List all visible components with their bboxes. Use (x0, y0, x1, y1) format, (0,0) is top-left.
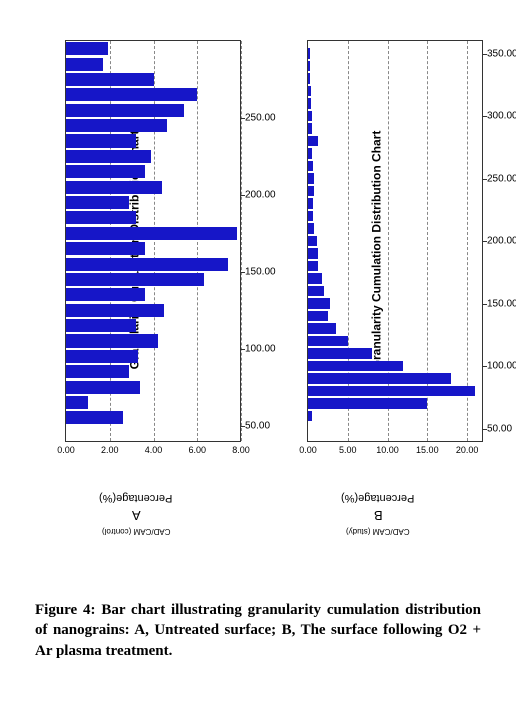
bar (66, 381, 140, 394)
chart-a-plot: 0.002.004.006.008.0050.00100.00150.00200… (65, 40, 241, 442)
bar (66, 73, 154, 86)
bar (308, 311, 328, 322)
bar (66, 227, 237, 240)
bar (308, 261, 318, 272)
charts-row: Granularity Cumulation Distribution Char… (20, 30, 496, 470)
bar (308, 98, 311, 109)
bar (308, 123, 312, 134)
bar (66, 150, 151, 163)
bar (66, 334, 158, 347)
bar (66, 396, 88, 409)
bar (308, 248, 318, 259)
x-tick-label: 20.00 (456, 445, 479, 455)
figure-caption: Figure 4: Bar chart illustrating granula… (35, 600, 481, 661)
bar (66, 350, 138, 363)
bar (308, 48, 310, 59)
bar (308, 373, 451, 384)
chart-b-plot: 0.005.0010.0015.0020.0050.00100.00150.00… (307, 40, 483, 442)
x-tick-label: 4.00 (145, 445, 163, 455)
bar (308, 136, 318, 147)
chart-b: Granularity Cumulation Distribution Char… (262, 30, 494, 470)
bar (308, 361, 403, 372)
x-tick-label: 8.00 (232, 445, 250, 455)
bar (66, 181, 162, 194)
y-tick-label: 150.00 (487, 298, 516, 309)
bar (308, 323, 336, 334)
bar (308, 273, 322, 284)
bar (66, 304, 164, 317)
bar (66, 104, 184, 117)
bar (308, 161, 313, 172)
x-tick-label: 6.00 (188, 445, 206, 455)
bar (308, 286, 324, 297)
y-tick-label: 200.00 (487, 236, 516, 247)
bar (308, 386, 475, 397)
grid-line (467, 41, 468, 441)
bar (308, 61, 310, 72)
chart-a-rotated-labels: Percentage(%) A CAD/CAM (control) (20, 490, 252, 570)
bar (66, 211, 136, 224)
bar (308, 336, 348, 347)
chart-b-rotated-labels: Percentage(%) B CAD/CAM (study) (262, 490, 494, 570)
bar (66, 58, 103, 71)
y-tick-label: 300.00 (487, 111, 516, 122)
x-tick-label: 15.00 (416, 445, 439, 455)
bar (308, 348, 372, 359)
bar (66, 319, 136, 332)
bar (66, 365, 129, 378)
chart-b-letter: B (374, 508, 383, 523)
chart-b-pct-label: Percentage(%) (341, 492, 414, 504)
chart-a-pct-label: Percentage(%) (99, 492, 172, 504)
bar (66, 411, 123, 424)
chart-a-letter: A (132, 508, 141, 523)
bar (66, 242, 145, 255)
y-tick-label: 50.00 (487, 423, 516, 434)
bar (308, 211, 313, 222)
bar (308, 298, 330, 309)
rotated-labels-row: Percentage(%) A CAD/CAM (control) Percen… (20, 490, 496, 570)
bar (308, 198, 313, 209)
page: Granularity Cumulation Distribution Char… (0, 0, 516, 723)
x-tick-label: 0.00 (57, 445, 75, 455)
bar (66, 196, 129, 209)
bar (308, 86, 311, 97)
grid-line (241, 41, 242, 441)
x-tick-label: 10.00 (376, 445, 399, 455)
bar (66, 273, 204, 286)
bar (308, 73, 310, 84)
x-tick-label: 5.00 (339, 445, 357, 455)
bar (66, 119, 167, 132)
x-tick-label: 2.00 (101, 445, 119, 455)
chart-a: Granularity Cumulation Distribution Char… (20, 30, 252, 470)
bar (66, 165, 145, 178)
grid-line (197, 41, 198, 441)
bar (308, 173, 314, 184)
bar (66, 134, 136, 147)
bar (66, 42, 108, 55)
bar (308, 223, 314, 234)
bar (66, 288, 145, 301)
bar (308, 186, 314, 197)
chart-b-sublabel: CAD/CAM (study) (346, 527, 410, 536)
chart-a-sublabel: CAD/CAM (control) (102, 527, 170, 536)
bar (66, 88, 197, 101)
y-tick-label: 250.00 (487, 173, 516, 184)
bar (66, 258, 228, 271)
bar (308, 236, 317, 247)
bar (308, 398, 427, 409)
bar (308, 148, 312, 159)
y-tick-label: 100.00 (487, 361, 516, 372)
bar (308, 111, 312, 122)
bar (308, 411, 312, 422)
y-tick-label: 350.00 (487, 48, 516, 59)
x-tick-label: 0.00 (299, 445, 317, 455)
